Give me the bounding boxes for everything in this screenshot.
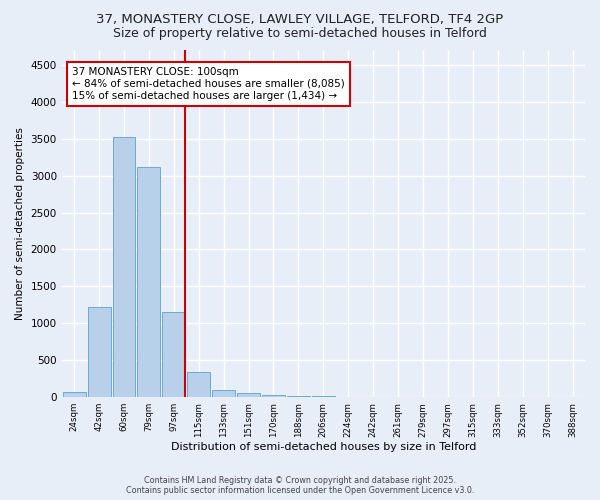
Bar [262,394,285,397]
Text: Contains HM Land Registry data © Crown copyright and database right 2025.: Contains HM Land Registry data © Crown c… [144,476,456,485]
Bar [312,396,335,397]
Bar [62,392,86,397]
Bar [287,396,310,397]
Bar [237,393,260,397]
Bar [113,137,136,397]
Bar [163,312,185,397]
X-axis label: Distribution of semi-detached houses by size in Telford: Distribution of semi-detached houses by … [170,442,476,452]
Bar [187,372,210,397]
Bar [88,307,110,397]
Text: Size of property relative to semi-detached houses in Telford: Size of property relative to semi-detach… [113,28,487,40]
Bar [137,168,160,397]
Text: 37, MONASTERY CLOSE, LAWLEY VILLAGE, TELFORD, TF4 2GP: 37, MONASTERY CLOSE, LAWLEY VILLAGE, TEL… [97,12,503,26]
Y-axis label: Number of semi-detached properties: Number of semi-detached properties [15,127,25,320]
Text: 37 MONASTERY CLOSE: 100sqm
← 84% of semi-detached houses are smaller (8,085)
15%: 37 MONASTERY CLOSE: 100sqm ← 84% of semi… [72,68,345,100]
Bar [212,390,235,397]
Text: Contains public sector information licensed under the Open Government Licence v3: Contains public sector information licen… [126,486,474,495]
